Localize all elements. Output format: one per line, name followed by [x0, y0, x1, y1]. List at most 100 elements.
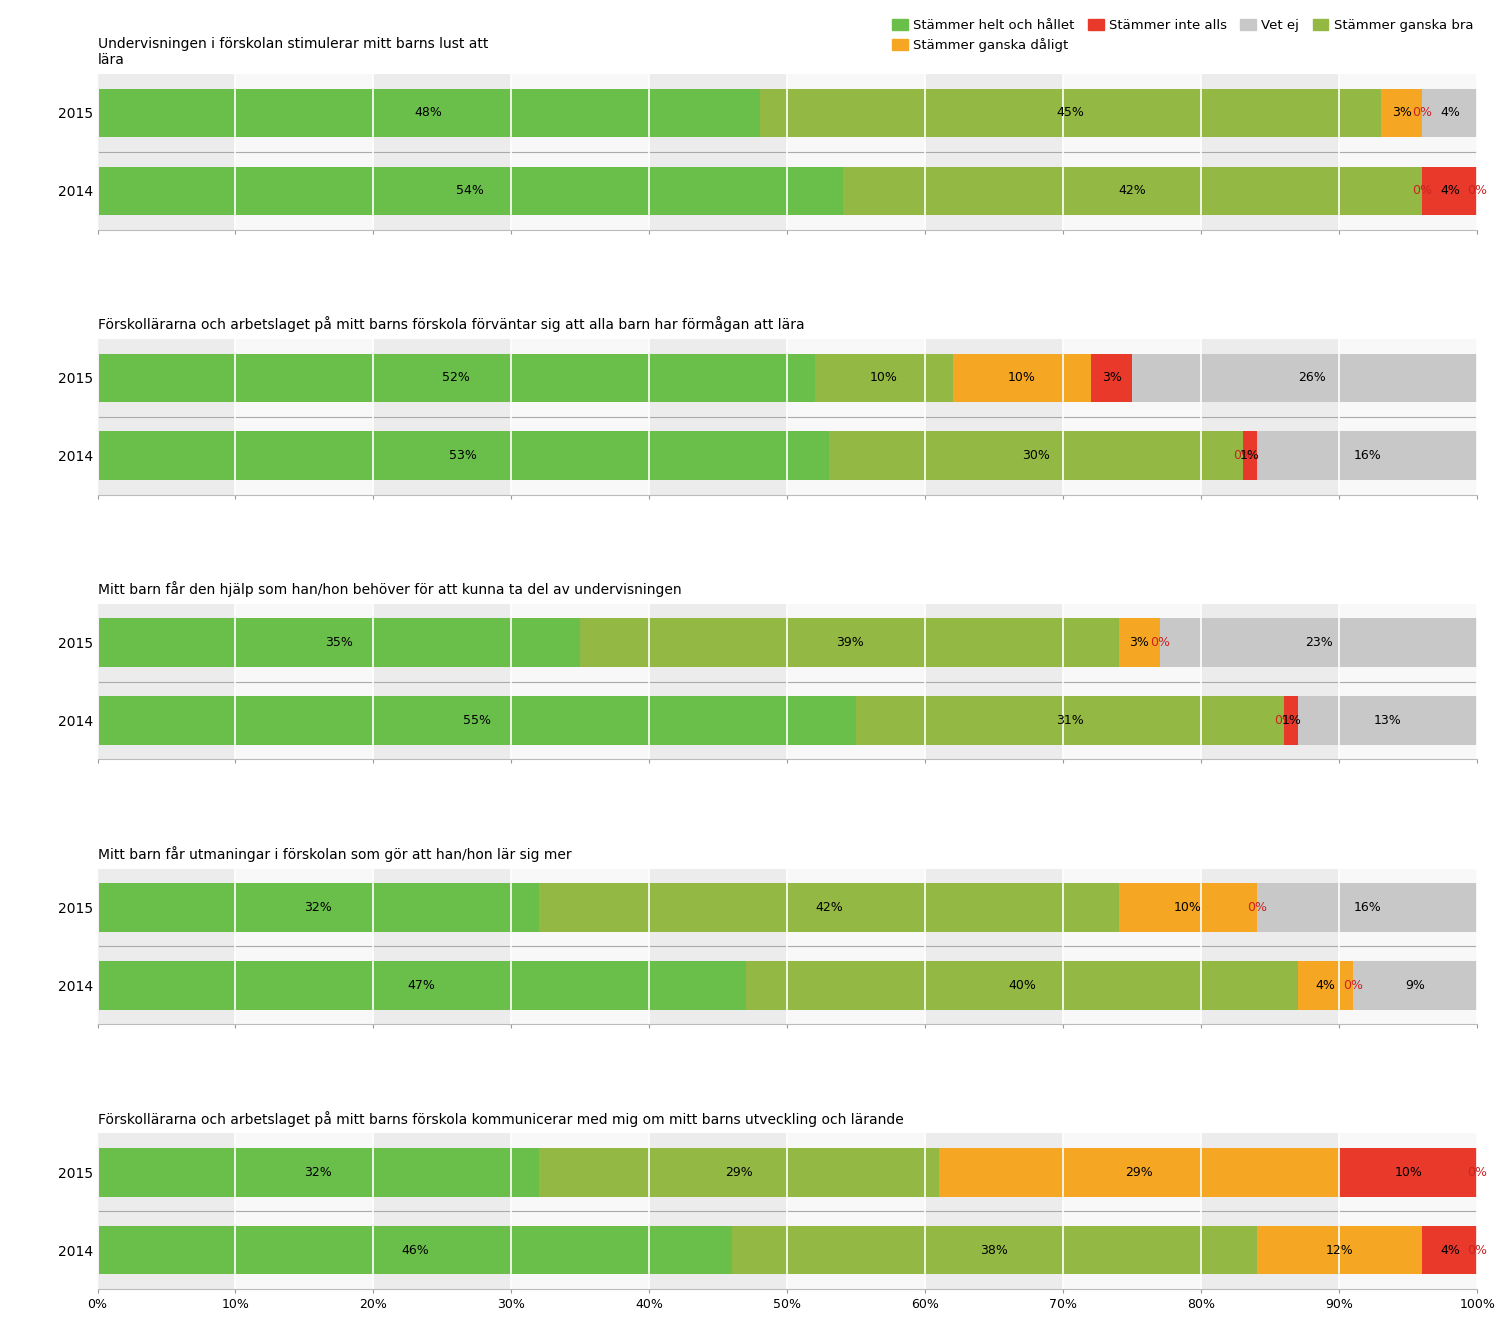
Bar: [1298, 697, 1478, 744]
Bar: [1064, 603, 1202, 760]
Text: 0%: 0%: [1467, 1166, 1488, 1179]
Text: 53%: 53%: [450, 449, 477, 462]
Bar: [650, 74, 788, 230]
Text: 3%: 3%: [1130, 637, 1149, 649]
Text: 23%: 23%: [1305, 637, 1332, 649]
Text: 39%: 39%: [836, 637, 864, 649]
Bar: [843, 167, 1422, 215]
Text: 0%: 0%: [1467, 1244, 1488, 1257]
Bar: [580, 619, 1119, 666]
Text: 42%: 42%: [815, 901, 843, 915]
Bar: [236, 603, 374, 760]
Bar: [1340, 603, 1478, 760]
Text: 47%: 47%: [408, 979, 435, 992]
Text: 10%: 10%: [1395, 1166, 1422, 1179]
Bar: [788, 74, 926, 230]
Text: 3%: 3%: [1392, 106, 1411, 120]
Text: 9%: 9%: [1406, 979, 1425, 992]
Text: 38%: 38%: [981, 1244, 1008, 1257]
Bar: [650, 869, 788, 1025]
Bar: [1244, 431, 1257, 479]
Bar: [98, 603, 236, 760]
Bar: [1202, 1133, 1340, 1289]
Bar: [1064, 74, 1202, 230]
Text: 32%: 32%: [304, 901, 332, 915]
Bar: [98, 1148, 538, 1197]
Bar: [1119, 619, 1160, 666]
Bar: [1160, 619, 1478, 666]
Bar: [1119, 884, 1257, 932]
Bar: [98, 619, 580, 666]
Bar: [926, 338, 1064, 494]
Bar: [1202, 338, 1340, 494]
Bar: [98, 431, 830, 479]
Bar: [1064, 869, 1202, 1025]
Bar: [236, 74, 374, 230]
Bar: [926, 74, 1064, 230]
Text: 10%: 10%: [1008, 371, 1036, 384]
Bar: [939, 1148, 1340, 1197]
Text: 10%: 10%: [870, 371, 898, 384]
Text: 32%: 32%: [304, 1166, 332, 1179]
Bar: [512, 603, 650, 760]
Text: 13%: 13%: [1374, 714, 1401, 727]
Bar: [1340, 1148, 1478, 1197]
Text: 42%: 42%: [1119, 184, 1146, 197]
Bar: [1382, 89, 1422, 137]
Bar: [952, 353, 1090, 402]
Bar: [788, 338, 926, 494]
Text: 48%: 48%: [416, 106, 442, 120]
Bar: [236, 869, 374, 1025]
Bar: [538, 1148, 939, 1197]
Bar: [98, 338, 236, 494]
Bar: [236, 338, 374, 494]
Bar: [512, 1133, 650, 1289]
Bar: [98, 697, 856, 744]
Bar: [815, 353, 952, 402]
Bar: [856, 697, 1284, 744]
Text: 52%: 52%: [442, 371, 470, 384]
Bar: [926, 603, 1064, 760]
Bar: [98, 1133, 236, 1289]
Bar: [98, 89, 760, 137]
Bar: [1353, 962, 1478, 1010]
Bar: [374, 869, 512, 1025]
Bar: [1202, 603, 1340, 760]
Bar: [1132, 353, 1491, 402]
Bar: [650, 1133, 788, 1289]
Bar: [1064, 1133, 1202, 1289]
Bar: [1340, 338, 1478, 494]
Text: Mitt barn får den hjälp som han/hon behöver för att kunna ta del av undervisning: Mitt barn får den hjälp som han/hon behö…: [98, 580, 681, 596]
Text: 55%: 55%: [464, 714, 490, 727]
Bar: [512, 74, 650, 230]
Bar: [1298, 962, 1353, 1010]
Bar: [374, 603, 512, 760]
Bar: [1422, 167, 1478, 215]
Text: Förskollärarna och arbetslaget på mitt barns förskola kommunicerar med mig om mi: Förskollärarna och arbetslaget på mitt b…: [98, 1111, 903, 1127]
Bar: [1340, 1133, 1478, 1289]
Bar: [1257, 884, 1478, 932]
Text: 29%: 29%: [1125, 1166, 1154, 1179]
Text: 46%: 46%: [400, 1244, 429, 1257]
Text: 26%: 26%: [1298, 371, 1326, 384]
Bar: [98, 962, 746, 1010]
Bar: [1257, 1226, 1422, 1275]
Bar: [788, 603, 926, 760]
Bar: [512, 869, 650, 1025]
Bar: [1202, 869, 1340, 1025]
Bar: [374, 74, 512, 230]
Bar: [1202, 74, 1340, 230]
Bar: [650, 338, 788, 494]
Bar: [98, 74, 236, 230]
Text: 45%: 45%: [1056, 106, 1084, 120]
Bar: [926, 869, 1064, 1025]
Text: 31%: 31%: [1056, 714, 1084, 727]
Bar: [374, 338, 512, 494]
Text: Mitt barn får utmaningar i förskolan som gör att han/hon lär sig mer: Mitt barn får utmaningar i förskolan som…: [98, 846, 572, 862]
Text: 4%: 4%: [1440, 1244, 1460, 1257]
Bar: [1257, 431, 1478, 479]
Bar: [746, 962, 1298, 1010]
Text: 0%: 0%: [1413, 184, 1432, 197]
Text: 0%: 0%: [1413, 106, 1432, 120]
Bar: [1064, 338, 1202, 494]
